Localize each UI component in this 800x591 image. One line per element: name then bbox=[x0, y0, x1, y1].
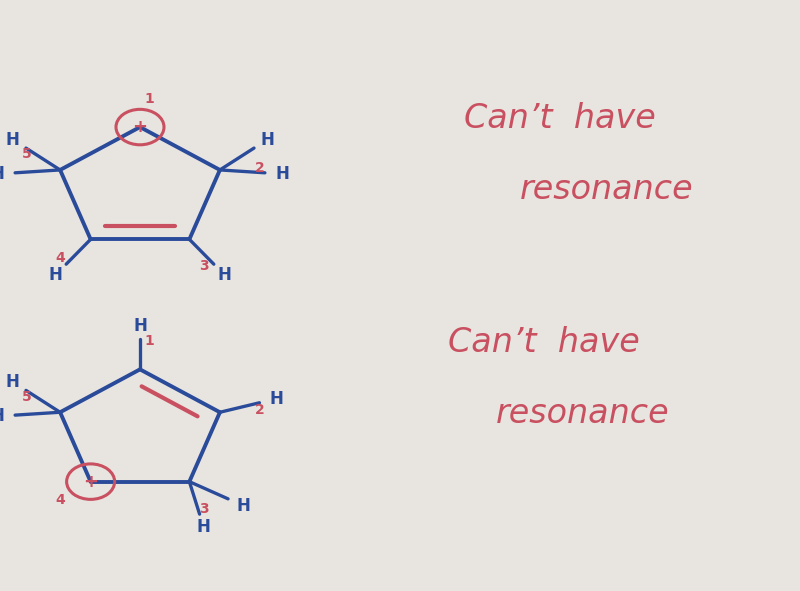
Text: 3: 3 bbox=[199, 502, 209, 516]
Text: H: H bbox=[6, 373, 20, 391]
Text: resonance: resonance bbox=[496, 397, 670, 430]
Text: +: + bbox=[133, 118, 147, 136]
Text: H: H bbox=[275, 165, 290, 183]
Text: 2: 2 bbox=[254, 161, 264, 175]
Text: H: H bbox=[0, 407, 5, 426]
Text: Can’t  have: Can’t have bbox=[464, 102, 656, 135]
Text: H: H bbox=[218, 266, 231, 284]
Text: 3: 3 bbox=[199, 259, 209, 274]
Text: 1: 1 bbox=[145, 92, 154, 106]
Text: H: H bbox=[133, 317, 147, 335]
Text: 4: 4 bbox=[55, 493, 65, 508]
Text: 2: 2 bbox=[254, 403, 264, 417]
Text: resonance: resonance bbox=[520, 173, 694, 206]
Text: H: H bbox=[49, 266, 62, 284]
Text: 5: 5 bbox=[22, 147, 31, 161]
Text: H: H bbox=[0, 165, 5, 183]
Text: 4: 4 bbox=[55, 251, 65, 265]
Text: H: H bbox=[6, 131, 20, 148]
Text: H: H bbox=[270, 389, 283, 408]
Text: Can’t  have: Can’t have bbox=[448, 326, 640, 359]
Text: 5: 5 bbox=[22, 389, 31, 404]
Text: 1: 1 bbox=[145, 334, 154, 348]
Text: H: H bbox=[197, 518, 210, 536]
Text: +: + bbox=[83, 473, 98, 491]
Text: H: H bbox=[236, 496, 250, 515]
Text: H: H bbox=[260, 131, 274, 148]
